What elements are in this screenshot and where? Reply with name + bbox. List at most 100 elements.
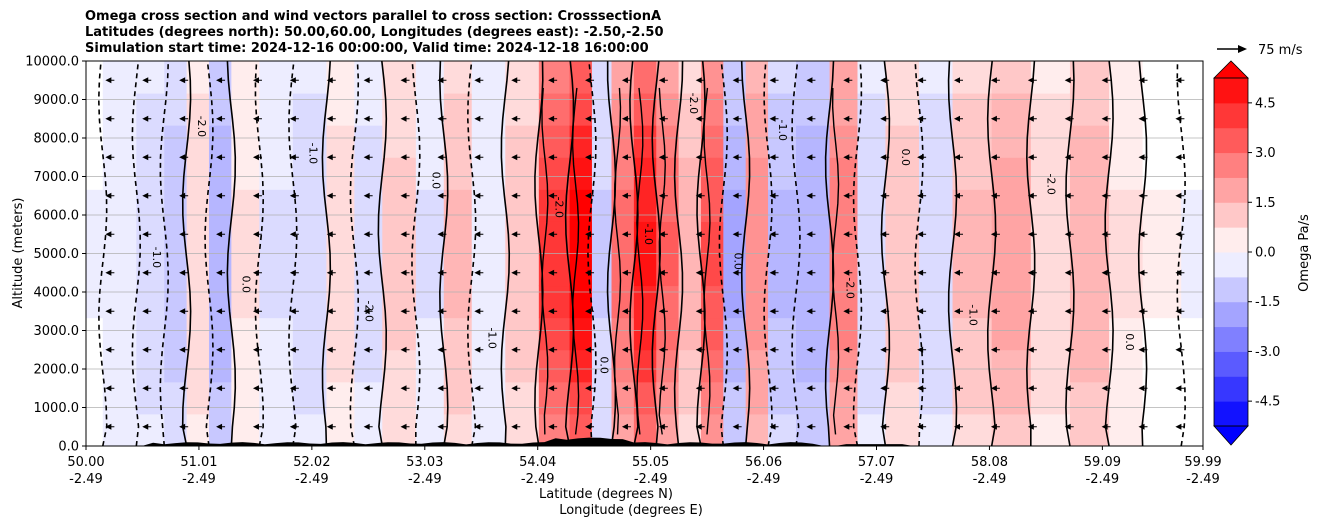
omega-cell bbox=[186, 157, 210, 190]
wind-vector-head bbox=[511, 423, 518, 430]
wind-vector-head bbox=[548, 423, 555, 430]
wind-vector-head bbox=[400, 115, 407, 122]
contour-line bbox=[986, 61, 997, 446]
omega-cell bbox=[857, 317, 886, 351]
wind-vector-head bbox=[732, 154, 739, 161]
contour-line bbox=[914, 61, 924, 446]
omega-cell bbox=[1030, 253, 1071, 287]
wind-vector-head bbox=[400, 423, 407, 430]
omega-cell bbox=[656, 221, 680, 254]
wind-vector-head bbox=[142, 154, 149, 161]
wind-vector-head bbox=[585, 115, 592, 122]
omega-cell bbox=[952, 157, 993, 190]
wind-vector-head bbox=[511, 308, 518, 315]
omega-cell bbox=[1142, 221, 1182, 254]
x-tick-label-lon: -2.49 bbox=[295, 472, 329, 487]
omega-cell bbox=[723, 253, 747, 287]
x-axis-label-2: Longitude (degrees E) bbox=[559, 503, 703, 518]
contour-label: -2.0 bbox=[553, 197, 566, 218]
wind-vector-head bbox=[289, 346, 296, 353]
contour-line bbox=[831, 87, 840, 435]
omega-cell bbox=[471, 413, 506, 446]
omega-cell bbox=[259, 285, 294, 319]
colorbar-label: Omega Pa/s bbox=[1297, 214, 1312, 292]
omega-cell bbox=[857, 285, 886, 319]
omega-cell bbox=[102, 413, 137, 446]
omega-cell bbox=[885, 221, 920, 254]
omega-cell bbox=[1030, 93, 1071, 126]
omega-cell bbox=[292, 285, 327, 319]
wind-vector-head bbox=[216, 77, 223, 84]
omega-cell bbox=[678, 285, 702, 319]
contour-line bbox=[880, 61, 891, 446]
wind-vector-head bbox=[474, 231, 481, 238]
x-tick-label-lon: -2.49 bbox=[973, 472, 1007, 487]
contour-line bbox=[852, 61, 863, 446]
wind-vector-head bbox=[437, 423, 444, 430]
omega-cell bbox=[633, 253, 657, 287]
x-tick-label-lat: 50.00 bbox=[67, 455, 104, 470]
omega-cell bbox=[415, 253, 445, 287]
omega-cell bbox=[591, 221, 613, 254]
contour-line bbox=[1026, 61, 1036, 446]
omega-cell bbox=[86, 349, 104, 383]
wind-vector-head bbox=[474, 308, 481, 315]
omega-cell bbox=[208, 93, 232, 126]
wind-vector-head bbox=[142, 115, 149, 122]
omega-cell bbox=[700, 349, 724, 383]
wind-vector-head bbox=[216, 308, 223, 315]
wind-vector-head bbox=[990, 308, 997, 315]
wind-vector-head bbox=[1101, 423, 1108, 430]
omega-cell bbox=[86, 221, 104, 254]
omega-cell bbox=[164, 253, 188, 287]
x-tick-label-lat: 58.08 bbox=[971, 455, 1008, 470]
omega-cell bbox=[443, 221, 473, 254]
wind-vector-head bbox=[1027, 231, 1034, 238]
wind-vector-head bbox=[363, 269, 370, 276]
wind-vector-head bbox=[954, 346, 961, 353]
wind-vector-head bbox=[474, 385, 481, 392]
wind-vector-head bbox=[400, 308, 407, 315]
omega-cell bbox=[208, 157, 232, 190]
omega-cell bbox=[1109, 157, 1144, 190]
omega-cell bbox=[1142, 413, 1182, 446]
omega-cell bbox=[292, 349, 327, 383]
wind-vector-head bbox=[843, 154, 850, 161]
wind-vector-head bbox=[843, 115, 850, 122]
wind-vector-head bbox=[954, 231, 961, 238]
wind-vector-head bbox=[843, 269, 850, 276]
wind-vector-head bbox=[216, 269, 223, 276]
omega-cell bbox=[611, 157, 635, 190]
x-tick-label-lat: 51.01 bbox=[180, 455, 217, 470]
colorbar-segment bbox=[1214, 301, 1248, 328]
omega-cell bbox=[326, 285, 355, 319]
omega-cell bbox=[102, 381, 137, 415]
omega-cell bbox=[382, 61, 417, 94]
omega-cell bbox=[885, 61, 920, 94]
wind-vector-head bbox=[511, 385, 518, 392]
omega-cell bbox=[231, 93, 260, 126]
omega-cell bbox=[443, 157, 473, 190]
contour-line bbox=[658, 87, 666, 435]
wind-vector-head bbox=[695, 77, 702, 84]
omega-cell bbox=[723, 125, 747, 158]
omega-cell bbox=[700, 125, 724, 158]
wind-vector-head bbox=[769, 423, 776, 430]
wind-vector-head bbox=[548, 115, 555, 122]
wind-vector-head bbox=[326, 385, 333, 392]
wind-vector-head bbox=[585, 192, 592, 199]
omega-cell bbox=[991, 381, 1032, 415]
wind-vector-head bbox=[585, 154, 592, 161]
omega-cell bbox=[1030, 189, 1071, 222]
omega-cell bbox=[208, 253, 232, 287]
wind-vector-head bbox=[142, 269, 149, 276]
omega-cell bbox=[354, 253, 383, 287]
omega-cell bbox=[259, 221, 294, 254]
omega-cell bbox=[678, 157, 702, 190]
omega-cell bbox=[857, 125, 886, 158]
wind-vector-head bbox=[806, 269, 813, 276]
wind-vector-head bbox=[658, 346, 665, 353]
omega-heatmap bbox=[86, 61, 1203, 446]
y-tick-label: 7000.0 bbox=[34, 170, 80, 185]
omega-cell bbox=[611, 125, 635, 158]
